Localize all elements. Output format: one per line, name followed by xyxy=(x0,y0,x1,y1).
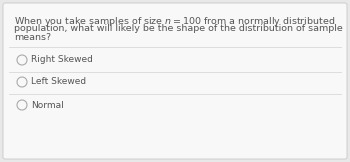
FancyBboxPatch shape xyxy=(3,3,347,159)
Text: means?: means? xyxy=(14,33,51,42)
Text: When you take samples of size $n = 100$ from a normally distributed: When you take samples of size $n = 100$ … xyxy=(14,15,335,28)
Text: Right Skewed: Right Skewed xyxy=(31,56,93,64)
Text: population, what will likely be the shape of the distribution of sample: population, what will likely be the shap… xyxy=(14,24,343,33)
Text: Left Skewed: Left Skewed xyxy=(31,77,86,87)
Text: Normal: Normal xyxy=(31,100,64,110)
